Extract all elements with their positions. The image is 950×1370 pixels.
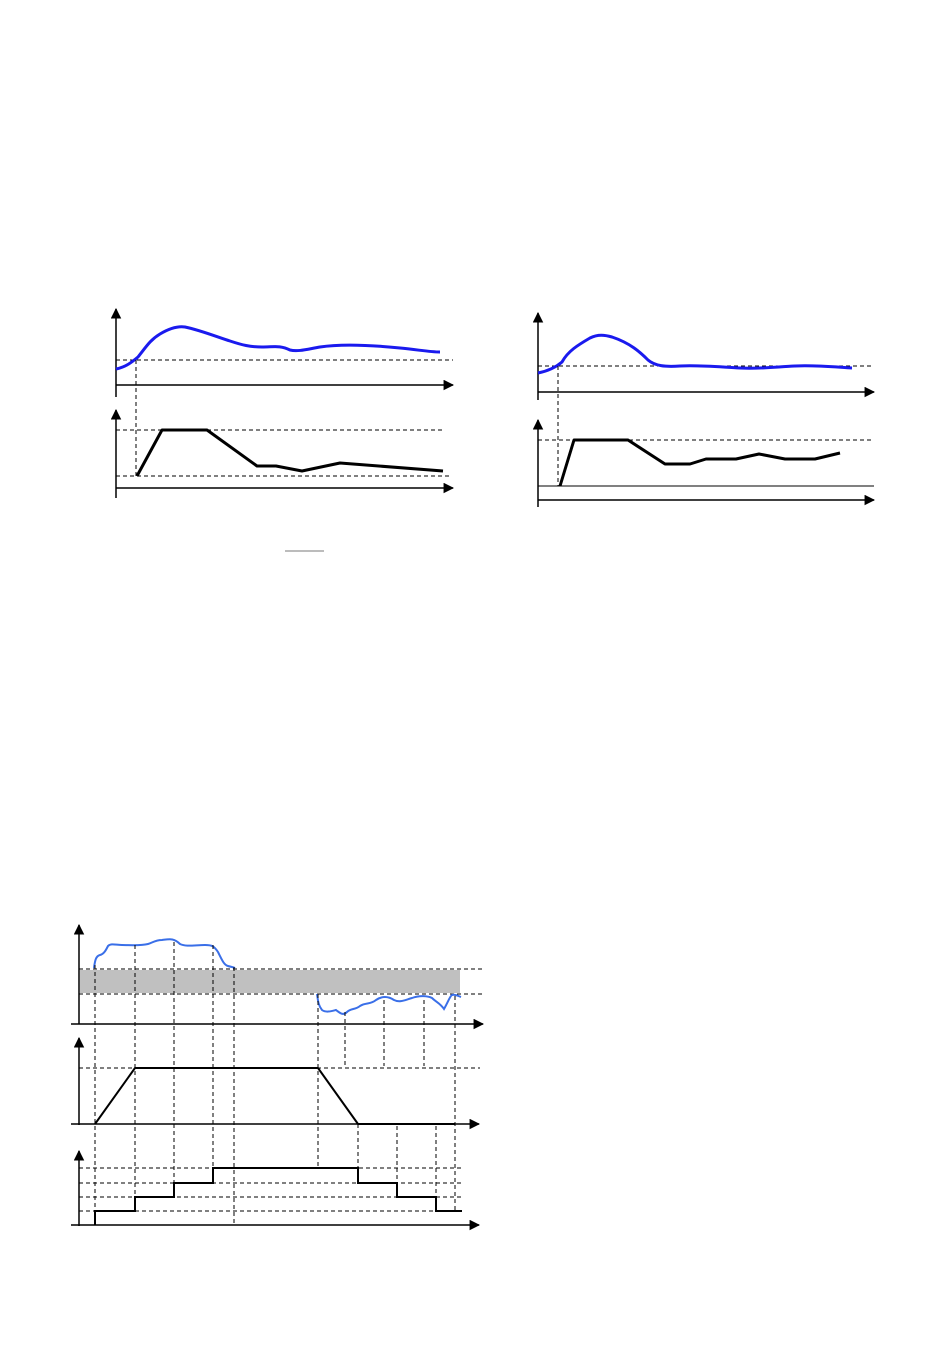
fig-c-timing-guides — [94, 942, 456, 1225]
fig-b-output-line — [558, 438, 841, 487]
fig-a-output-line — [135, 428, 444, 477]
fig-c-deadband — [80, 970, 460, 993]
fig-c-ramp-output-line — [94, 1067, 455, 1125]
fig-a-process-curve — [115, 325, 441, 371]
figure-a — [110, 307, 455, 552]
fig-c-process-trace-low — [316, 993, 462, 1015]
figure-c — [71, 923, 485, 1231]
figure-b — [532, 311, 876, 507]
fig-b-process-curve — [537, 333, 853, 375]
fig-c-process-trace-high — [93, 938, 236, 969]
